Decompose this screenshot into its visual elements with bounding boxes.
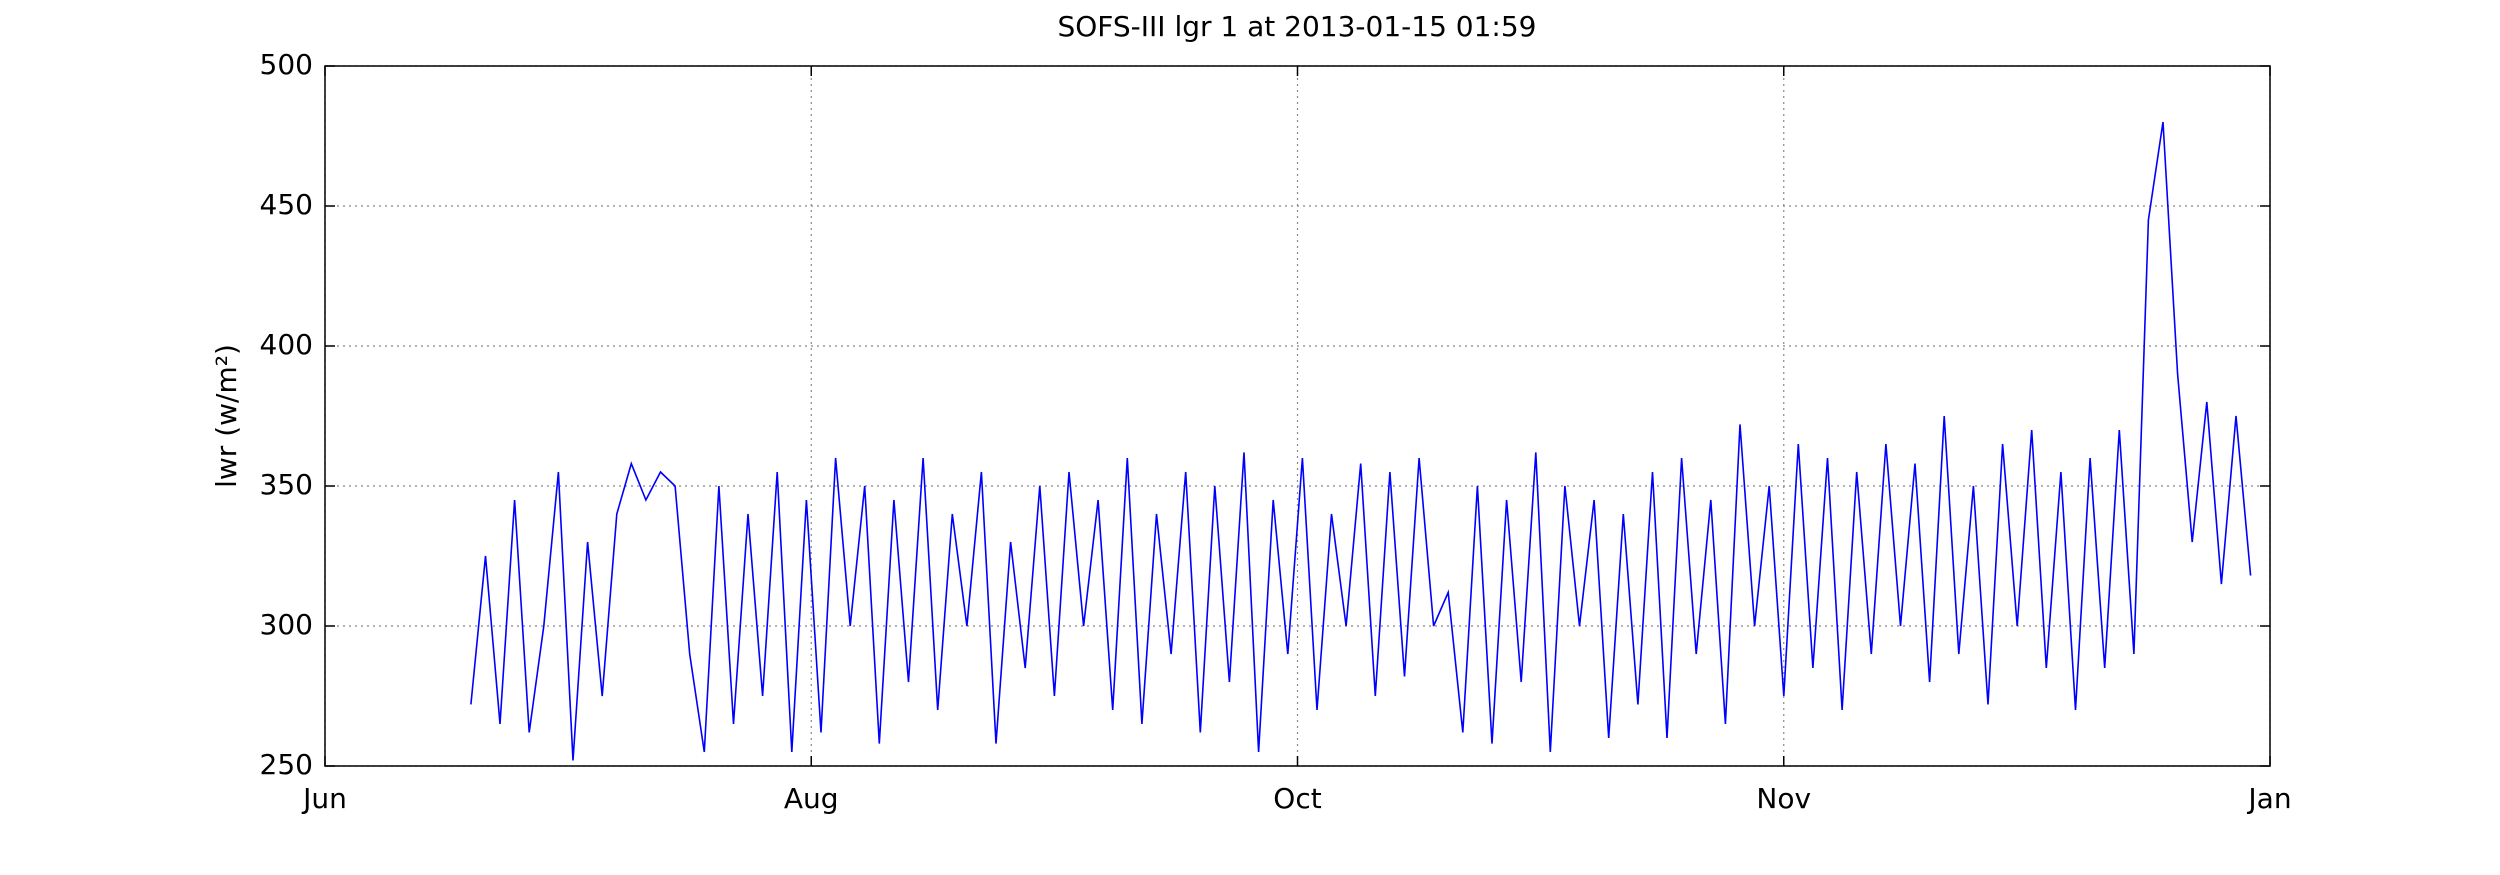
y-axis-label: lwr (w/m²) xyxy=(210,344,243,488)
y-tick-label: 300 xyxy=(260,608,313,641)
y-tick-label: 450 xyxy=(260,188,313,221)
x-tick-label: Nov xyxy=(1756,782,1811,815)
x-tick-label: Oct xyxy=(1273,782,1321,815)
y-tick-label: 350 xyxy=(260,468,313,501)
chart-title: SOFS-III lgr 1 at 2013-01-15 01:59 xyxy=(1057,10,1536,43)
y-tick-label: 500 xyxy=(260,48,313,81)
y-tick-label: 400 xyxy=(260,328,313,361)
y-tick-label: 250 xyxy=(260,748,313,781)
x-tick-label: Aug xyxy=(784,782,839,815)
plot-frame xyxy=(324,65,2271,767)
data-line xyxy=(470,121,2252,761)
x-tick-label: Jun xyxy=(301,782,347,815)
x-tick-label: Jan xyxy=(2246,782,2291,815)
